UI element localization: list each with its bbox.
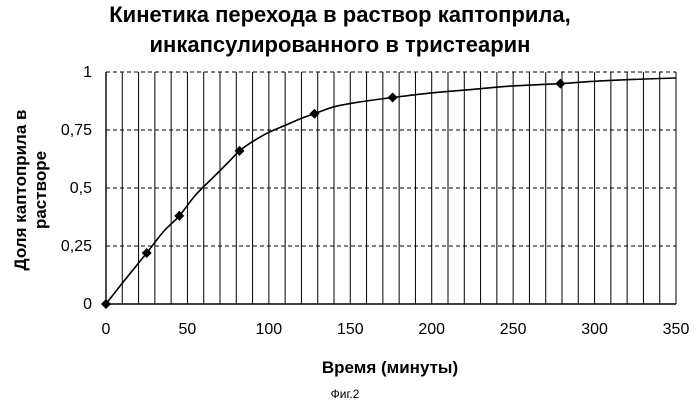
chart-title-line-1: Кинетика перехода в раствор каптоприла,	[109, 2, 570, 27]
x-tick-labels: 0 50 100 150 200 250 300 350	[102, 321, 690, 338]
y-axis-label-line-2: растворе	[31, 151, 50, 229]
y-tick-label: 0,75	[61, 122, 92, 139]
figure-caption: Фиг.2	[331, 387, 360, 401]
series-line	[106, 78, 676, 304]
data-point	[555, 79, 565, 89]
y-tick-label: 0	[83, 296, 92, 313]
data-point	[388, 93, 398, 103]
y-tick-label: 0,25	[61, 238, 92, 255]
x-axis-label: Время (минуты)	[322, 358, 458, 377]
x-tick-label: 100	[256, 321, 283, 338]
y-tick-labels: 0 0,25 0,5 0,75 1	[61, 64, 92, 313]
x-tick-label: 250	[500, 321, 527, 338]
x-tick-label: 0	[102, 321, 111, 338]
x-tick-label: 150	[337, 321, 364, 338]
chart-title: Кинетика перехода в раствор каптоприла, …	[109, 2, 570, 57]
x-tick-label: 50	[179, 321, 197, 338]
y-tick-label: 0,5	[70, 180, 92, 197]
y-axis-label-line-1: Доля каптоприла в	[11, 110, 30, 271]
y-tick-label: 1	[83, 64, 92, 81]
y-axis-label: Доля каптоприла в растворе	[11, 110, 50, 271]
x-tick-label: 350	[663, 321, 690, 338]
chart-title-line-2: инкапсулированного в тристеарин	[150, 32, 531, 57]
x-tick-label: 300	[581, 321, 608, 338]
grid	[106, 72, 676, 304]
x-tick-label: 200	[418, 321, 445, 338]
